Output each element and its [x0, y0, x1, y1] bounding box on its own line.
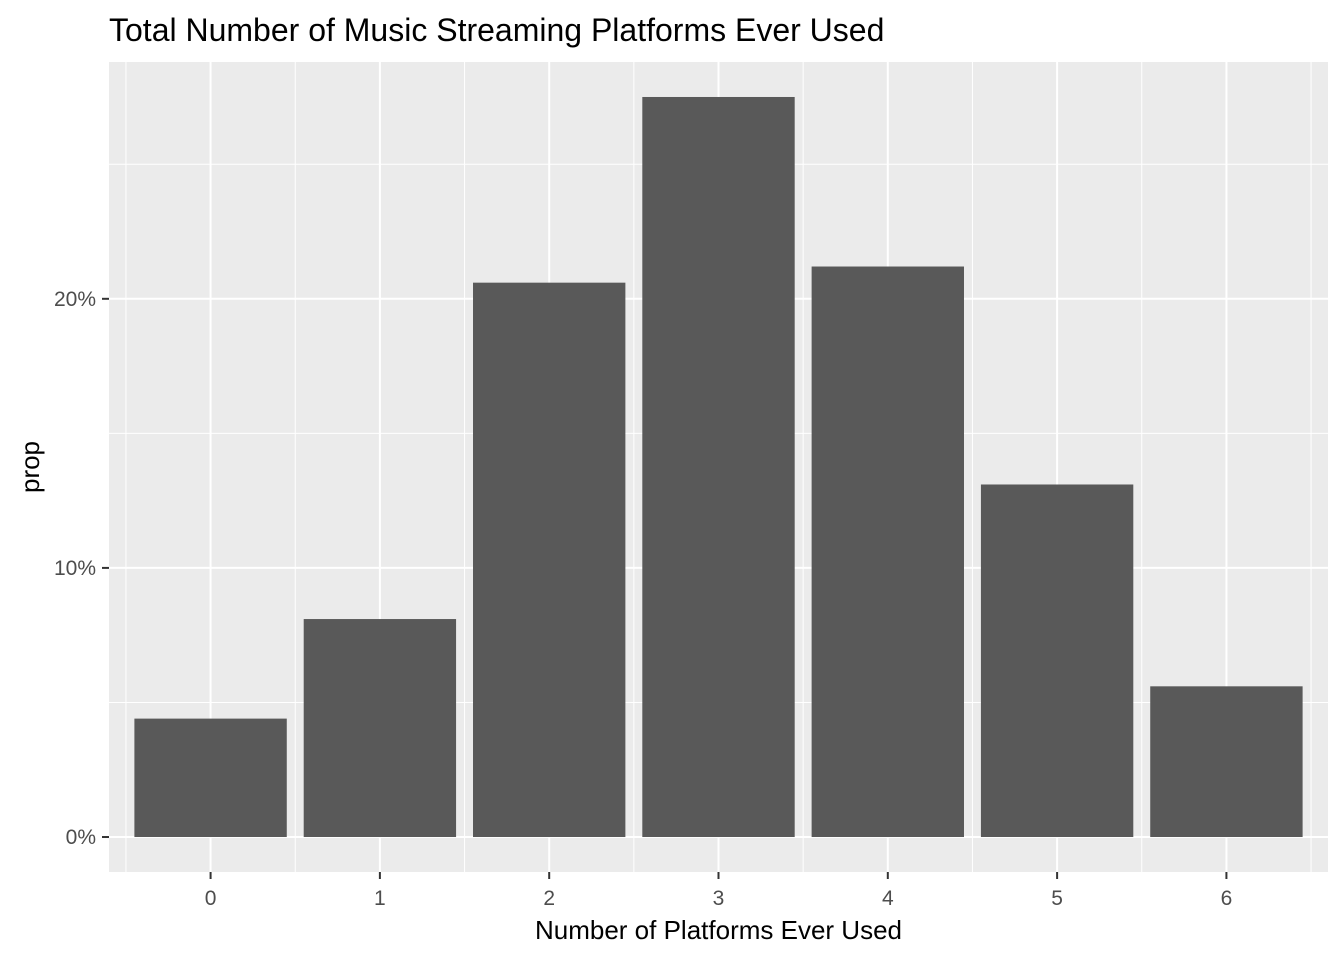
chart-title: Total Number of Music Streaming Platform… — [109, 12, 884, 48]
x-tick-label: 2 — [543, 887, 555, 910]
y-axis: 0% 10% 20% — [54, 288, 109, 849]
x-tick-label: 1 — [374, 887, 386, 910]
bar-4 — [811, 266, 964, 838]
x-tick-label: 6 — [1221, 887, 1233, 910]
bar-3 — [642, 96, 795, 838]
x-tick-label: 0 — [205, 887, 217, 910]
y-axis-title: prop — [15, 441, 45, 493]
bar-2 — [473, 282, 626, 838]
bar-5 — [980, 484, 1134, 838]
y-tick-label: 20% — [54, 288, 96, 311]
x-axis: 0 1 2 3 4 5 6 — [205, 872, 1233, 910]
y-tick-label: 0% — [66, 826, 96, 849]
x-tick-label: 5 — [1051, 887, 1063, 910]
bars — [134, 96, 1303, 838]
x-axis-title: Number of Platforms Ever Used — [535, 915, 902, 945]
bar-6 — [1150, 686, 1303, 838]
bar-0 — [134, 718, 287, 838]
x-tick-label: 3 — [713, 887, 725, 910]
y-tick-label: 10% — [54, 557, 96, 580]
x-tick-label: 4 — [882, 887, 894, 910]
bar-1 — [303, 619, 457, 838]
